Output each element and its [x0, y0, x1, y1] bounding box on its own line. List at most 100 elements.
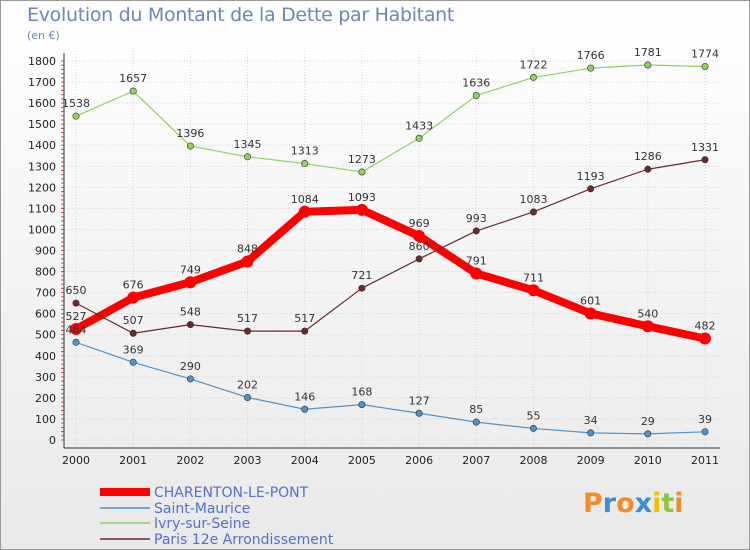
point-paris-12e-arrondissement [358, 284, 366, 292]
data-label-saint-maurice: 39 [698, 413, 712, 426]
point-ivry-sur-seine [472, 92, 480, 100]
logo-letters: Proxiti [583, 488, 684, 519]
x-tick-2011: 2011 [691, 454, 719, 467]
legend-label-ivry-sur-seine: Ivry-sur-Seine [154, 516, 250, 532]
point-ivry-sur-seine [529, 73, 537, 81]
y-tick-700: 700 [35, 287, 56, 300]
point-ivry-sur-seine [415, 134, 423, 142]
point-paris-12e-arrondissement [529, 208, 537, 216]
y-tick-1600: 1600 [28, 97, 56, 110]
data-label-paris-12e-arrondissement: 1286 [634, 150, 662, 163]
point-ivry-sur-seine [358, 168, 366, 176]
x-tick-2010: 2010 [634, 454, 662, 467]
point-paris-12e-arrondissement [129, 329, 137, 337]
proxiti-logo: Proxiti [583, 488, 684, 519]
point-charenton-le-pont [470, 267, 483, 280]
y-tick-900: 900 [35, 245, 56, 258]
point-paris-12e-arrondissement [72, 299, 80, 307]
point-paris-12e-arrondissement [587, 185, 595, 193]
data-label-paris-12e-arrondissement: 993 [466, 212, 487, 225]
data-label-paris-12e-arrondissement: 721 [351, 269, 372, 282]
data-label-charenton-le-pont: 527 [66, 310, 87, 323]
data-label-charenton-le-pont: 676 [123, 279, 144, 292]
x-tick-2006: 2006 [405, 454, 433, 467]
data-label-charenton-le-pont: 601 [580, 294, 601, 307]
point-ivry-sur-seine [244, 153, 252, 161]
data-label-ivry-sur-seine: 1538 [62, 97, 90, 110]
y-tick-100: 100 [35, 413, 56, 426]
data-label-paris-12e-arrondissement: 517 [294, 312, 315, 325]
point-saint-maurice [587, 429, 595, 437]
data-label-ivry-sur-seine: 1774 [691, 47, 719, 60]
data-label-ivry-sur-seine: 1396 [176, 127, 204, 140]
data-label-ivry-sur-seine: 1433 [405, 119, 433, 132]
data-label-paris-12e-arrondissement: 860 [409, 240, 430, 253]
data-labels: 527 676 749 848 1084 1093 969 791 711 601 540 482 46… [62, 46, 719, 428]
point-saint-maurice [644, 430, 652, 438]
y-tick-1500: 1500 [28, 118, 56, 131]
point-charenton-le-pont [584, 307, 597, 320]
data-label-ivry-sur-seine: 1781 [634, 46, 662, 59]
data-label-paris-12e-arrondissement: 1193 [577, 170, 605, 183]
x-tick-2000: 2000 [62, 454, 90, 467]
data-label-saint-maurice: 464 [66, 323, 87, 336]
point-ivry-sur-seine [72, 112, 80, 120]
point-paris-12e-arrondissement [301, 327, 309, 335]
point-ivry-sur-seine [129, 87, 137, 95]
data-label-paris-12e-arrondissement: 1331 [691, 141, 719, 154]
point-charenton-le-pont [70, 323, 82, 336]
point-charenton-le-pont [127, 291, 140, 304]
x-tick-2009: 2009 [577, 454, 605, 467]
point-charenton-le-pont [355, 203, 368, 216]
point-saint-maurice [358, 401, 366, 409]
y-tick-1100: 1100 [28, 202, 56, 215]
x-tick-2007: 2007 [462, 454, 490, 467]
axes: 0 100 200 300 400 500 600 700 800 900 1000 1100 1200… [28, 53, 720, 467]
data-label-ivry-sur-seine: 1722 [519, 58, 547, 71]
point-ivry-sur-seine [301, 160, 309, 168]
point-charenton-le-pont [527, 284, 540, 297]
point-saint-maurice [529, 424, 537, 432]
point-charenton-le-pont [699, 332, 711, 345]
series-line-paris-12e-arrondissement [75, 159, 706, 334]
chart-title: Evolution du Montant de la Dette par Hab… [27, 4, 455, 26]
data-label-saint-maurice: 146 [294, 390, 315, 403]
point-paris-12e-arrondissement [472, 227, 480, 235]
data-label-paris-12e-arrondissement: 507 [123, 314, 144, 327]
data-label-charenton-le-pont: 711 [523, 271, 544, 284]
data-label-saint-maurice: 369 [123, 343, 144, 356]
point-paris-12e-arrondissement [701, 156, 709, 164]
point-ivry-sur-seine [186, 142, 194, 150]
y-tick-400: 400 [35, 350, 56, 363]
point-ivry-sur-seine [587, 64, 595, 72]
grid-lines [64, 51, 720, 448]
data-label-paris-12e-arrondissement: 548 [180, 306, 201, 319]
series-lines [70, 61, 711, 438]
legend-label-paris-12e-arrondissement: Paris 12e Arrondissement [154, 532, 334, 548]
data-label-saint-maurice: 290 [180, 360, 201, 373]
x-tick-2008: 2008 [519, 454, 547, 467]
point-saint-maurice [415, 409, 423, 417]
point-paris-12e-arrondissement [186, 321, 194, 329]
data-label-charenton-le-pont: 969 [409, 217, 430, 230]
x-tick-2003: 2003 [234, 454, 262, 467]
x-tick-2005: 2005 [348, 454, 376, 467]
x-tick-2002: 2002 [176, 454, 204, 467]
y-tick-1300: 1300 [28, 160, 56, 173]
point-saint-maurice [129, 358, 137, 366]
point-saint-maurice [244, 393, 252, 401]
point-saint-maurice [472, 418, 480, 426]
series-line-ivry-sur-seine [75, 64, 706, 173]
data-label-ivry-sur-seine: 1657 [119, 72, 147, 85]
data-label-ivry-sur-seine: 1766 [577, 49, 605, 62]
point-saint-maurice [72, 338, 80, 346]
data-label-charenton-le-pont: 1084 [291, 193, 319, 206]
y-tick-1800: 1800 [28, 55, 56, 68]
point-saint-maurice [301, 405, 309, 413]
data-label-charenton-le-pont: 482 [695, 320, 716, 333]
point-ivry-sur-seine [644, 61, 652, 69]
data-label-saint-maurice: 168 [351, 386, 372, 399]
y-tick-1200: 1200 [28, 181, 56, 194]
